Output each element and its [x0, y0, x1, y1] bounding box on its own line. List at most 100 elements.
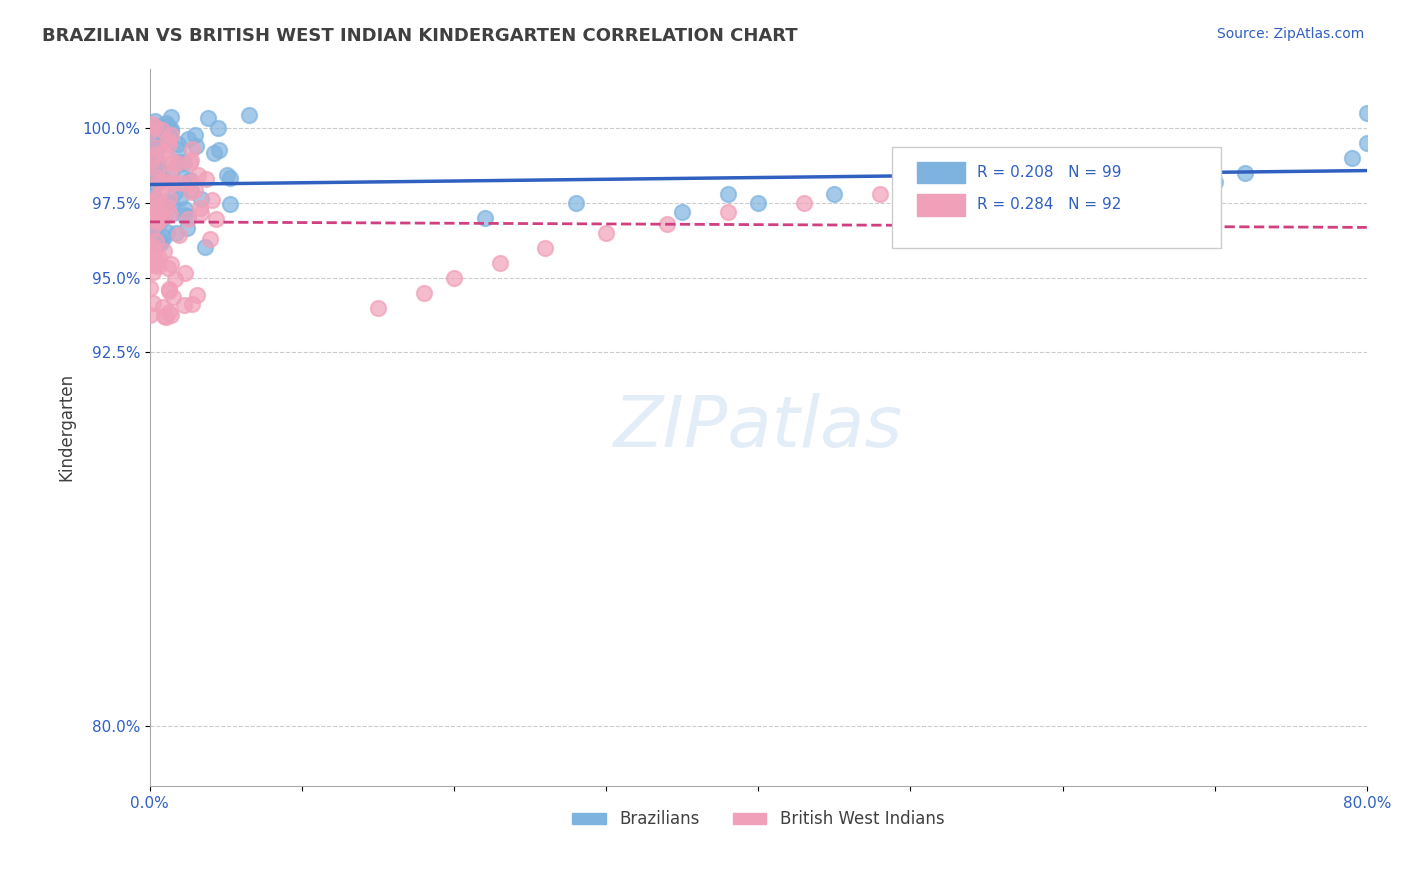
British West Indians — [145, 170, 167, 185]
Brazilians — [142, 228, 165, 243]
Brazilians — [152, 172, 174, 186]
British West Indians — [157, 191, 180, 205]
British West Indians — [139, 124, 162, 138]
Brazilians — [215, 169, 238, 183]
Bar — [917, 194, 965, 216]
Brazilians — [150, 235, 173, 250]
British West Indians — [141, 117, 163, 131]
British West Indians — [146, 193, 169, 207]
British West Indians — [150, 123, 173, 137]
Brazilians — [139, 200, 162, 214]
Brazilians — [565, 196, 588, 211]
British West Indians — [152, 244, 174, 258]
British West Indians — [143, 244, 166, 258]
Text: R = 0.208   N = 99: R = 0.208 N = 99 — [977, 165, 1122, 180]
British West Indians — [188, 202, 211, 216]
Brazilians — [155, 116, 177, 130]
Y-axis label: Kindergarten: Kindergarten — [58, 373, 75, 481]
Brazilians — [142, 186, 165, 200]
Brazilians — [139, 174, 162, 188]
Brazilians — [1204, 175, 1226, 189]
Brazilians — [159, 121, 181, 136]
British West Indians — [153, 209, 176, 223]
Brazilians — [143, 151, 166, 165]
Brazilians — [159, 110, 181, 124]
British West Indians — [149, 204, 172, 219]
British West Indians — [142, 197, 165, 211]
British West Indians — [717, 205, 740, 219]
British West Indians — [146, 213, 169, 227]
Brazilians — [163, 185, 186, 199]
British West Indians — [141, 248, 163, 262]
Brazilians — [900, 193, 922, 207]
British West Indians — [412, 285, 434, 300]
British West Indians — [186, 287, 208, 301]
British West Indians — [157, 282, 180, 296]
British West Indians — [869, 187, 891, 202]
Brazilians — [165, 226, 187, 240]
FancyBboxPatch shape — [893, 147, 1220, 248]
British West Indians — [142, 148, 165, 162]
British West Indians — [160, 308, 183, 322]
Brazilians — [143, 174, 166, 188]
British West Indians — [141, 296, 163, 310]
British West Indians — [159, 257, 181, 271]
Brazilians — [823, 187, 845, 202]
Brazilians — [148, 211, 170, 225]
British West Indians — [139, 309, 162, 323]
Brazilians — [148, 161, 170, 176]
British West Indians — [167, 227, 190, 242]
British West Indians — [793, 196, 815, 211]
Brazilians — [141, 145, 163, 159]
British West Indians — [143, 257, 166, 271]
British West Indians — [187, 168, 209, 182]
British West Indians — [159, 207, 181, 221]
Brazilians — [218, 170, 240, 185]
Brazilians — [202, 146, 225, 161]
British West Indians — [201, 193, 224, 207]
British West Indians — [488, 256, 510, 270]
Brazilians — [142, 225, 165, 239]
Brazilians — [747, 196, 769, 211]
British West Indians — [157, 137, 180, 152]
Brazilians — [149, 169, 172, 183]
Brazilians — [139, 155, 162, 169]
British West Indians — [443, 270, 465, 285]
Brazilians — [176, 221, 198, 235]
Brazilians — [155, 225, 177, 239]
Brazilians — [149, 197, 172, 211]
Brazilians — [141, 198, 163, 212]
Brazilians — [149, 210, 172, 224]
British West Indians — [157, 261, 180, 276]
Brazilians — [142, 183, 165, 197]
Brazilians — [174, 202, 197, 216]
Brazilians — [173, 171, 195, 186]
Brazilians — [474, 211, 496, 225]
Brazilians — [190, 192, 212, 206]
British West Indians — [146, 215, 169, 229]
British West Indians — [190, 205, 212, 219]
Brazilians — [173, 208, 195, 222]
Bar — [917, 161, 965, 183]
British West Indians — [145, 234, 167, 248]
Brazilians — [184, 128, 207, 143]
Brazilians — [143, 236, 166, 251]
British West Indians — [153, 175, 176, 189]
Brazilians — [976, 181, 998, 195]
British West Indians — [180, 186, 202, 200]
Brazilians — [166, 143, 188, 157]
Brazilians — [159, 132, 181, 146]
Text: BRAZILIAN VS BRITISH WEST INDIAN KINDERGARTEN CORRELATION CHART: BRAZILIAN VS BRITISH WEST INDIAN KINDERG… — [42, 27, 797, 45]
Brazilians — [176, 132, 198, 146]
Brazilians — [146, 139, 169, 153]
Brazilians — [145, 172, 167, 186]
Brazilians — [142, 178, 165, 192]
British West Indians — [141, 222, 163, 236]
Brazilians — [143, 133, 166, 147]
British West Indians — [179, 175, 201, 189]
Brazilians — [142, 209, 165, 223]
British West Indians — [173, 298, 195, 312]
British West Indians — [157, 284, 180, 298]
Brazilians — [148, 216, 170, 230]
Brazilians — [169, 155, 191, 169]
